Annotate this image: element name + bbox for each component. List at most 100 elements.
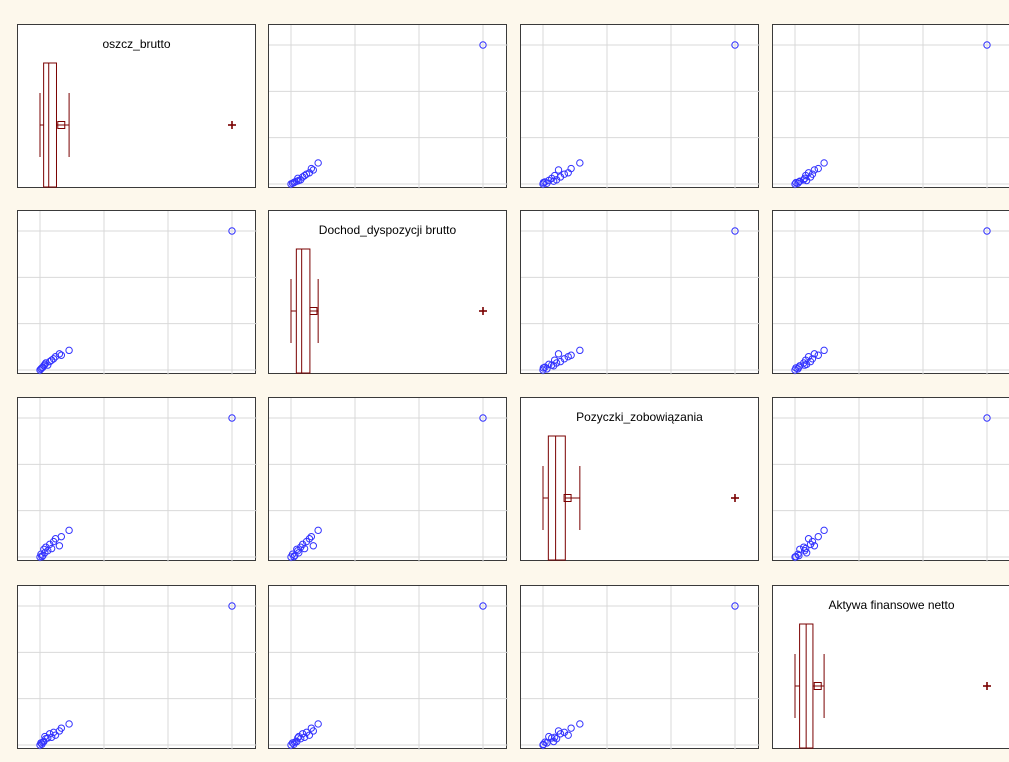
data-point bbox=[57, 532, 66, 541]
data-point bbox=[55, 542, 64, 550]
data-point bbox=[576, 159, 584, 167]
data-point bbox=[550, 171, 559, 180]
data-point bbox=[731, 602, 739, 610]
data-point bbox=[294, 546, 302, 555]
data-point bbox=[800, 543, 808, 551]
scatter-plot bbox=[773, 211, 1009, 375]
data-point bbox=[307, 532, 316, 541]
data-point bbox=[554, 166, 563, 174]
data-point bbox=[293, 545, 301, 553]
data-point bbox=[479, 414, 487, 422]
data-point bbox=[40, 545, 48, 553]
scatter-panel-3-1 bbox=[17, 397, 257, 562]
data-point bbox=[810, 166, 819, 174]
scatter-plot bbox=[773, 25, 1009, 189]
data-point bbox=[560, 170, 569, 178]
data-point bbox=[300, 544, 309, 553]
data-point bbox=[545, 360, 553, 369]
diagonal-panel-1: oszcz_brutto bbox=[17, 24, 256, 188]
data-point bbox=[808, 170, 817, 178]
data-point bbox=[65, 720, 73, 728]
outlier-marker bbox=[983, 682, 991, 690]
data-point bbox=[804, 169, 813, 177]
data-point bbox=[541, 738, 549, 746]
data-point bbox=[810, 350, 819, 358]
data-point bbox=[804, 352, 813, 361]
data-point bbox=[296, 734, 305, 743]
data-point bbox=[800, 176, 808, 184]
scatter-panel-1-4 bbox=[772, 24, 1009, 189]
box-plot-1 bbox=[39, 62, 236, 188]
box-plot-2 bbox=[290, 248, 487, 374]
data-point bbox=[47, 733, 56, 741]
data-point bbox=[550, 356, 559, 364]
data-point bbox=[801, 544, 810, 553]
outlier-marker bbox=[479, 307, 487, 315]
data-point bbox=[57, 351, 66, 359]
scatter-panel-3-4 bbox=[772, 397, 1009, 562]
scatter-panel-1-2 bbox=[268, 24, 508, 189]
data-point bbox=[309, 542, 318, 550]
data-point bbox=[44, 734, 52, 742]
data-point bbox=[51, 731, 60, 739]
data-point bbox=[814, 532, 822, 541]
data-point bbox=[55, 350, 64, 358]
data-point bbox=[810, 542, 819, 550]
data-point bbox=[820, 159, 828, 167]
box-iqr bbox=[547, 435, 566, 561]
diagonal-panel-3: Pozyczki_zobowiązania bbox=[520, 397, 759, 561]
data-point bbox=[554, 350, 563, 358]
data-point bbox=[65, 526, 73, 535]
data-point bbox=[792, 364, 800, 372]
scatter-plot bbox=[18, 211, 257, 375]
scatter-panel-2-3 bbox=[520, 210, 760, 375]
data-point bbox=[65, 346, 73, 355]
outlier-marker bbox=[731, 494, 739, 502]
mean-marker bbox=[813, 682, 822, 690]
scatter-plot bbox=[521, 25, 760, 189]
data-point bbox=[539, 740, 548, 748]
data-point bbox=[42, 359, 50, 367]
data-point bbox=[552, 734, 561, 743]
outlier-marker bbox=[228, 121, 236, 129]
variable-title: oszcz_brutto bbox=[102, 37, 171, 51]
scatter-plot bbox=[18, 398, 257, 562]
scatter-plot bbox=[521, 586, 760, 750]
data-point bbox=[47, 544, 56, 553]
variable-title: Pozyczki_zobowiązania bbox=[576, 410, 703, 424]
data-point bbox=[300, 733, 309, 741]
scatter-plot bbox=[521, 211, 760, 375]
scatter-panel-3-2 bbox=[268, 397, 508, 562]
data-point bbox=[983, 227, 991, 235]
data-point bbox=[298, 730, 307, 738]
data-point bbox=[228, 414, 236, 422]
data-point bbox=[795, 178, 803, 186]
data-point bbox=[228, 227, 236, 235]
data-point bbox=[307, 164, 316, 173]
data-point bbox=[804, 535, 813, 543]
data-point bbox=[983, 414, 991, 422]
data-point bbox=[567, 164, 575, 173]
data-point bbox=[57, 724, 66, 732]
scatter-plot bbox=[269, 586, 508, 750]
scatter-panel-4-1 bbox=[17, 585, 257, 750]
data-point bbox=[554, 727, 563, 735]
data-point bbox=[983, 41, 991, 49]
data-point bbox=[314, 159, 322, 167]
data-point bbox=[550, 733, 559, 741]
scatter-plot bbox=[269, 398, 508, 562]
diagonal-panel-4: Aktywa finansowe netto bbox=[772, 585, 1009, 749]
variable-title: Dochod_dyspozycji brutto bbox=[318, 223, 457, 237]
mean-marker bbox=[309, 307, 318, 315]
scatter-plot bbox=[773, 398, 1009, 562]
data-point bbox=[731, 227, 739, 235]
data-point bbox=[814, 164, 822, 173]
data-point bbox=[548, 734, 556, 742]
box-iqr bbox=[295, 248, 311, 374]
data-point bbox=[44, 361, 52, 369]
data-point bbox=[541, 178, 549, 186]
data-point bbox=[814, 351, 822, 359]
data-point bbox=[479, 41, 487, 49]
data-point bbox=[479, 602, 487, 610]
